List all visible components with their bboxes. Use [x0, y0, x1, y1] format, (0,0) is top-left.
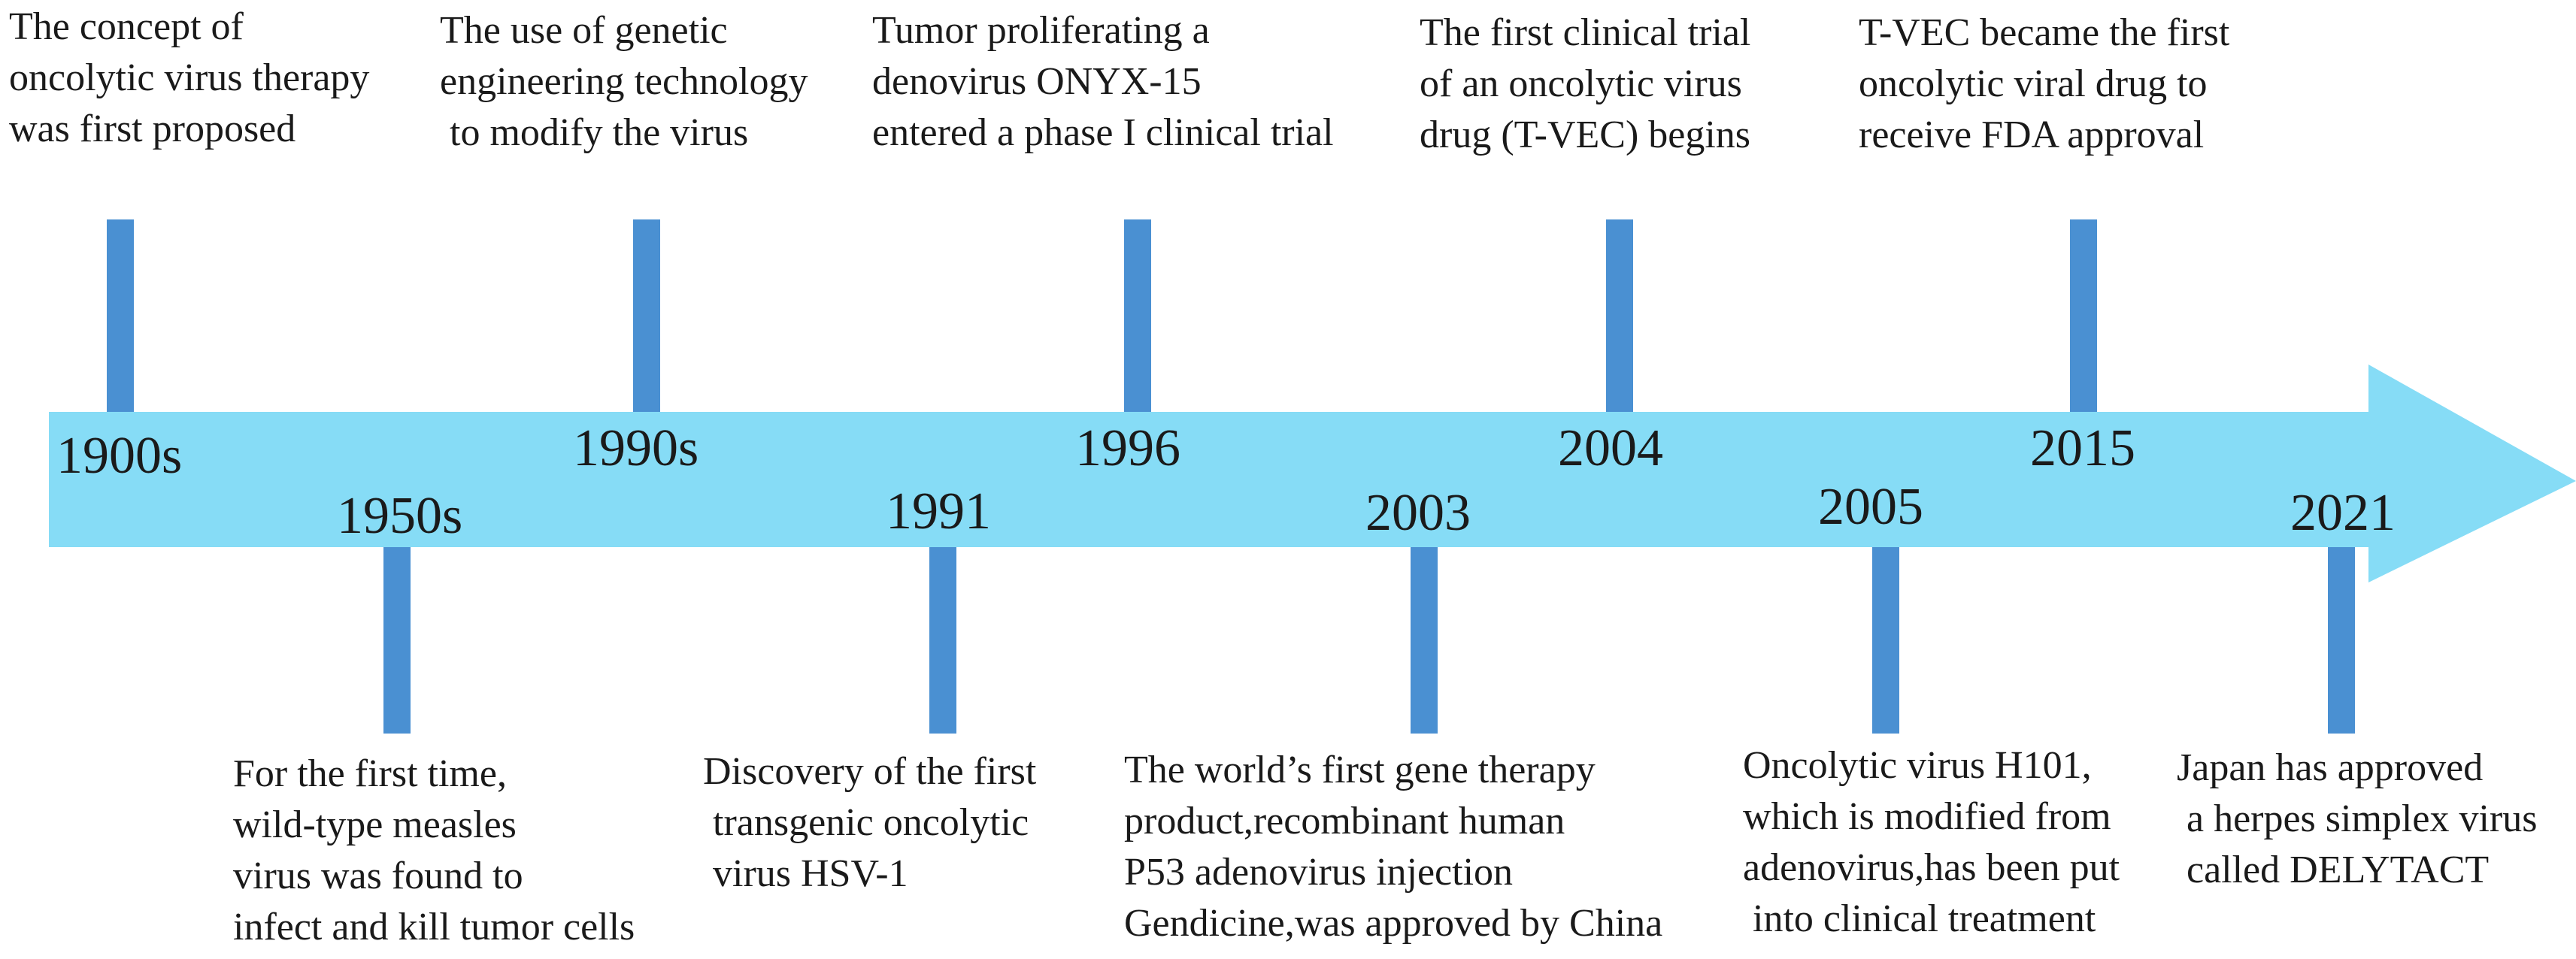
year-label-2005: 2005 [1818, 478, 1923, 536]
stem-1996 [1124, 219, 1151, 412]
stem-2004 [1606, 219, 1633, 412]
stem-1900s [107, 219, 134, 412]
event-text-1950s: For the first time, wild-type measles vi… [233, 752, 635, 948]
stem-1950s [383, 547, 411, 734]
stem-2003 [1411, 547, 1438, 734]
year-label-1996: 1996 [1075, 419, 1180, 477]
year-label-2015: 2015 [2030, 419, 2135, 477]
event-text-2003: The world’s first gene therapy product,r… [1124, 749, 1663, 945]
event-text-1991: Discovery of the first transgenic oncoly… [703, 750, 1037, 895]
event-text-2005: Oncolytic virus H101, which is modified … [1743, 744, 2120, 940]
year-label-2021: 2021 [2290, 484, 2396, 542]
stem-1990s [633, 219, 660, 412]
year-label-2003: 2003 [1365, 484, 1471, 542]
event-text-1900s: The concept of oncolytic virus therapy w… [9, 5, 370, 150]
stem-2015 [2070, 219, 2097, 412]
timeline-arrow-shape [49, 365, 2576, 582]
stem-2005 [1872, 547, 1899, 734]
stem-1991 [929, 547, 956, 734]
event-text-2015: T-VEC became the first oncolytic viral d… [1859, 11, 2230, 156]
event-text-2021: Japan has approved a herpes simplex viru… [2177, 746, 2538, 891]
event-text-2004: The first clinical trial of an oncolytic… [1420, 11, 1751, 156]
year-label-1990s: 1990s [573, 419, 699, 477]
year-label-1991: 1991 [886, 483, 991, 540]
year-label-2004: 2004 [1558, 419, 1663, 477]
year-label-1900s: 1900s [56, 427, 183, 485]
event-text-1990s: The use of genetic engineering technolog… [440, 9, 808, 154]
stem-2021 [2328, 547, 2355, 734]
event-text-1996: Tumor proliferating a denovirus ONYX-15 … [872, 9, 1334, 154]
year-label-1950s: 1950s [337, 487, 463, 545]
